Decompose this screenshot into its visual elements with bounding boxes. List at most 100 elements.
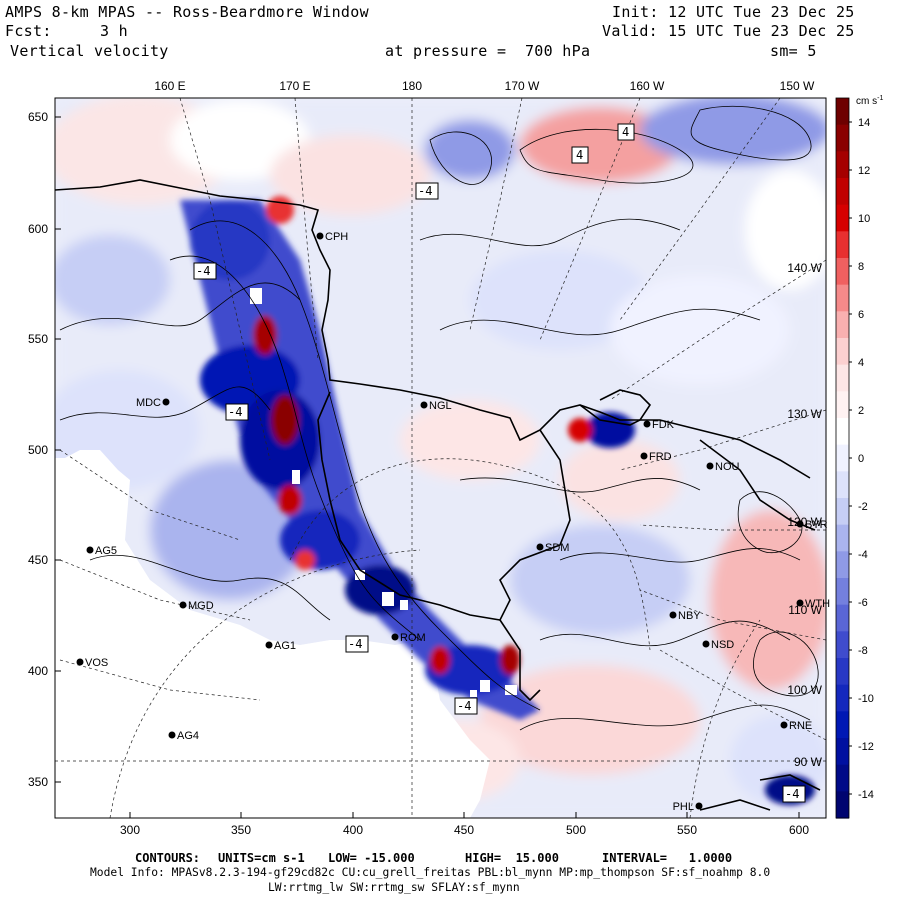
- smoothing-level: sm= 5: [770, 42, 817, 60]
- colorbar-segment: [836, 684, 849, 712]
- masked-speckles: [250, 288, 517, 697]
- station-markers: CPH MDC NGL FDK FRD NOU AG5 SDM MGD AG1 VOS AG4 NBY N…: [76, 231, 830, 813]
- station-label: AG5: [95, 545, 117, 557]
- x-tick-label: 500: [566, 823, 586, 837]
- station-label: VOS: [85, 657, 108, 669]
- y-tick-label: 600: [28, 222, 48, 236]
- pressure-level: at pressure = 700 hPa: [385, 42, 591, 60]
- graticule: [55, 98, 826, 818]
- colorbar-segment: [836, 391, 849, 419]
- colorbar-segment: [836, 418, 849, 446]
- station-label: BYR: [805, 519, 828, 531]
- station-label: PHL: [673, 801, 694, 813]
- contour-label: -4: [228, 405, 242, 419]
- station-dot: [536, 543, 544, 551]
- contour-units: UNITS=cm s-1: [218, 851, 305, 865]
- top-longitude-label: 150 W: [780, 79, 815, 93]
- velocity-field: 4 4 -4 -4 -4 -4 -4 -4 140 W 130 W 120 W 110…: [55, 98, 826, 818]
- station-dot: [695, 802, 703, 810]
- top-longitude-label: 160 E: [154, 79, 185, 93]
- station-dot: [265, 641, 273, 649]
- colorbar-label: -10: [858, 693, 874, 705]
- station-label: ROM: [400, 632, 426, 644]
- colorbar-segment: [836, 364, 849, 392]
- station-dot: [391, 633, 399, 641]
- station-label: AG1: [274, 640, 296, 652]
- x-tick-label: 450: [454, 823, 474, 837]
- station-label: NOU: [715, 461, 740, 473]
- contour-interval: INTERVAL= 1.0000: [602, 851, 733, 865]
- x-tick-label: 400: [343, 823, 363, 837]
- station-label: NSD: [711, 639, 734, 651]
- forecast-label: Fcst:: [5, 22, 52, 40]
- station-dot: [669, 611, 677, 619]
- y-tick-label: 450: [28, 553, 48, 567]
- colorbar-label: -4: [858, 549, 868, 561]
- inner-longitude-label: 120 W: [787, 515, 822, 529]
- station-dot: [640, 452, 648, 460]
- station-dot: [86, 546, 94, 554]
- colorbar-label: 14: [858, 117, 870, 129]
- station-dot: [796, 599, 804, 607]
- station-label: WTH: [805, 598, 830, 610]
- station-label: FDK: [652, 419, 675, 431]
- station-dot: [179, 601, 187, 609]
- station-dot: [643, 420, 651, 428]
- station-dot: [168, 731, 176, 739]
- station-dot: [702, 640, 710, 648]
- station-dot: [796, 520, 804, 528]
- colorbar: cm s-1 14 12 10 8 6 4 2 0 -2 -4 -6 -8 -10 -12 -14: [835, 95, 883, 819]
- colorbar-segment: [836, 631, 849, 659]
- init-time: 12 UTC Tue 23 Dec 25: [668, 3, 855, 21]
- station-label: MGD: [188, 600, 214, 612]
- inner-longitude-label: 110 W: [788, 603, 822, 617]
- colorbar-label: 10: [858, 213, 870, 225]
- colorbar-segment: [836, 551, 849, 579]
- inner-longitude-labels: 140 W 130 W 120 W 110 W 100 W 90 W: [787, 261, 822, 769]
- colorbar-label: 6: [858, 309, 864, 321]
- contour-label: 4: [576, 148, 583, 162]
- colorbar-segment: [836, 738, 849, 766]
- contour-label: -4: [457, 699, 471, 713]
- colorbar-segment: [836, 338, 849, 366]
- colorbar-segment: [836, 204, 849, 232]
- contour-label: 4: [622, 125, 629, 139]
- plot-frame: [54, 97, 827, 819]
- model-info-physics: LW:rrtmg_lw SW:rrtmg_sw SFLAY:sf_mynn: [268, 881, 520, 894]
- colorbar-label: 0: [858, 453, 864, 465]
- colorbar-label: -6: [858, 597, 868, 609]
- colorbar-segment: [836, 578, 849, 606]
- colorbar-label: -12: [858, 741, 874, 753]
- station-label: SDM: [545, 542, 569, 554]
- colorbar-label: 8: [858, 261, 864, 273]
- colorbar-segment: [836, 604, 849, 632]
- station-label: MDC: [136, 397, 161, 409]
- top-longitude-label: 170 W: [505, 79, 540, 93]
- colorbar-label: -8: [858, 645, 868, 657]
- x-tick-label: 300: [120, 823, 140, 837]
- station-label: AG4: [177, 730, 199, 742]
- colorbar-segment: [836, 124, 849, 152]
- colorbar-units: cm s-1: [856, 95, 883, 107]
- y-tick-label: 500: [28, 443, 48, 457]
- valid-time: 15 UTC Tue 23 Dec 25: [668, 22, 855, 40]
- contour-high: HIGH= 15.000: [465, 851, 559, 865]
- station-dot: [316, 232, 324, 240]
- station-dot: [420, 401, 428, 409]
- colorbar-label: -2: [858, 501, 868, 513]
- station-dot: [780, 721, 788, 729]
- colorbar-segment: [836, 284, 849, 312]
- colorbar-segment: [836, 98, 849, 126]
- colorbar-segment: [836, 791, 849, 819]
- colorbar-segment: [836, 444, 849, 472]
- colorbar-label: -14: [858, 789, 874, 801]
- station-label: FRD: [649, 451, 672, 463]
- colorbar-segment: [836, 764, 849, 792]
- colorbar-segment: [836, 658, 849, 686]
- forecast-hour: 3 h: [100, 22, 128, 40]
- inner-longitude-label: 100 W: [787, 683, 822, 697]
- axes: 300 350 400 450 500 550 600 650 600 550 500 450 400 3…: [28, 79, 815, 837]
- x-tick-label: 600: [789, 823, 809, 837]
- model-title: AMPS 8-km MPAS -- Ross-Beardmore Window: [5, 3, 369, 21]
- inner-longitude-label: 130 W: [787, 407, 822, 421]
